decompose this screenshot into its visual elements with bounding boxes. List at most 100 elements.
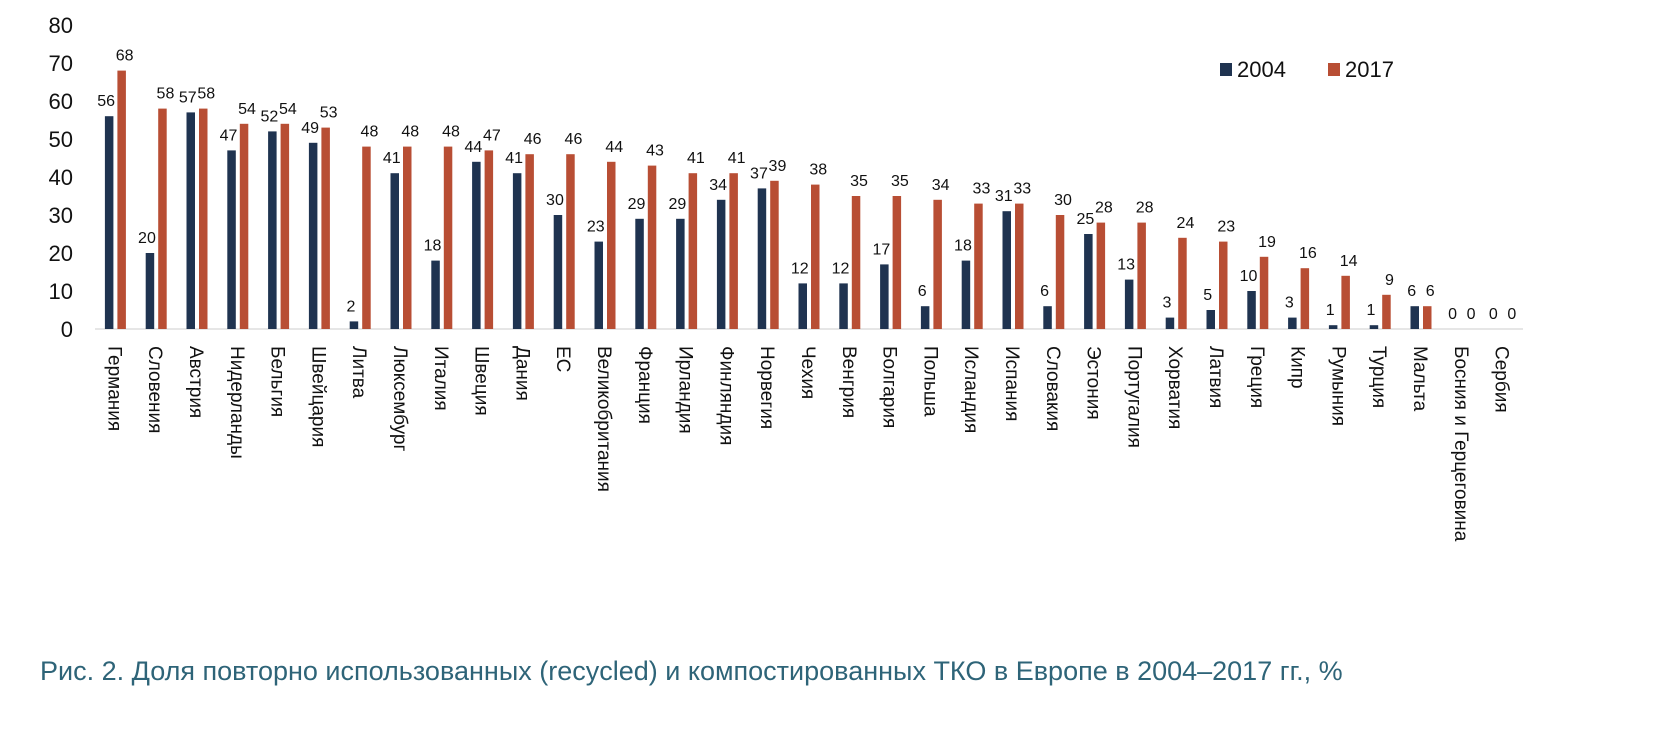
category-label: Бельгия <box>267 346 288 417</box>
data-label-2004: 41 <box>505 150 523 167</box>
data-label-2004: 6 <box>1040 283 1049 300</box>
category-label: Франция <box>634 346 655 424</box>
bar-2017 <box>1300 268 1310 329</box>
category-label: Дания <box>511 346 532 401</box>
category-label: Португалия <box>1123 346 1144 448</box>
y-tick-label: 0 <box>61 317 73 342</box>
category-label: Венгрия <box>838 346 859 418</box>
bar-2017 <box>403 146 412 329</box>
data-label-2017: 28 <box>1095 200 1113 217</box>
y-tick-label: 40 <box>49 165 73 190</box>
data-label-2017: 23 <box>1217 219 1235 236</box>
bar-2017 <box>362 146 371 329</box>
legend-swatch-2004 <box>1220 63 1232 76</box>
bar-2004 <box>104 116 114 329</box>
bar-2017 <box>933 199 942 329</box>
category-labels: Германия Словения Австрия Нидерланды Бельгия… <box>103 346 1511 542</box>
data-label-2004: 1 <box>1366 302 1375 319</box>
data-label-2017: 0 <box>1507 306 1516 323</box>
category-label: Германия <box>103 346 124 431</box>
bar-2017 <box>770 180 779 329</box>
bar-2004 <box>349 321 359 329</box>
bar-2017 <box>1341 275 1350 329</box>
bar-2017 <box>688 173 698 329</box>
bar-2017 <box>892 196 902 329</box>
category-label: Греция <box>1246 346 1267 408</box>
bar-2004 <box>1328 325 1338 329</box>
data-label-2017: 54 <box>238 101 256 118</box>
category-label: Босния и Герцеговина <box>1450 346 1471 542</box>
category-label: Болгария <box>879 346 900 428</box>
bar-2004 <box>920 306 930 329</box>
bar-2004 <box>1002 211 1011 329</box>
data-label-2004: 31 <box>995 188 1013 205</box>
category-label: Литва <box>348 346 369 399</box>
y-tick-label: 60 <box>49 89 73 114</box>
bar-2004 <box>227 150 236 329</box>
data-label-2004: 52 <box>260 108 278 125</box>
y-tick-label: 30 <box>49 203 73 228</box>
category-label: Ирландия <box>675 346 696 434</box>
bar-2017 <box>566 154 575 329</box>
category-label: Нидерланды <box>226 346 247 459</box>
data-label-2017: 39 <box>769 158 787 175</box>
data-label-2017: 47 <box>483 127 501 144</box>
bar-2017 <box>607 161 616 329</box>
data-label-2017: 43 <box>646 143 664 160</box>
category-label: Эстония <box>1083 346 1104 420</box>
y-tick-label: 50 <box>49 127 73 152</box>
bar-2017 <box>1096 222 1106 329</box>
data-label-2017: 28 <box>1136 200 1154 217</box>
bar-2004 <box>1288 317 1297 329</box>
bar-2017 <box>1382 294 1391 329</box>
bar-2017 <box>729 173 738 329</box>
data-label-2004: 5 <box>1203 287 1212 304</box>
bar-2004 <box>880 264 889 329</box>
y-tick-label: 70 <box>49 51 73 76</box>
data-label-2004: 47 <box>220 127 238 144</box>
legend-label-2017: 2017 <box>1345 57 1394 82</box>
category-label: Сербия <box>1491 346 1512 413</box>
category-label: Испания <box>1001 346 1022 421</box>
bar-2017 <box>1219 241 1228 329</box>
data-label-2004: 0 <box>1489 306 1498 323</box>
bar-2004 <box>839 283 848 329</box>
bar-2004 <box>1206 310 1215 329</box>
category-label: Люксембург <box>389 346 410 451</box>
category-label: Великобритания <box>593 346 614 492</box>
data-label-2017: 30 <box>1054 192 1072 209</box>
category-label: ЕС <box>552 346 573 372</box>
bars <box>104 70 1432 330</box>
category-label: Исландия <box>960 346 981 433</box>
bar-2017 <box>239 123 249 329</box>
data-label-2017: 33 <box>973 181 991 198</box>
bar-2004 <box>1165 317 1175 329</box>
bar-2004 <box>512 173 522 329</box>
data-label-2004: 25 <box>1076 211 1094 228</box>
data-label-2017: 58 <box>197 86 215 103</box>
data-label-2017: 24 <box>1177 215 1195 232</box>
bar-2004 <box>961 260 971 329</box>
data-label-2017: 46 <box>524 131 542 148</box>
bar-2017 <box>647 165 657 329</box>
data-label-2004: 18 <box>424 238 442 255</box>
data-label-2004: 3 <box>1285 295 1294 312</box>
figure-caption: Рис. 2. Доля повторно использованных (re… <box>40 656 1343 686</box>
legend-swatch-2017 <box>1328 63 1340 76</box>
data-label-2004: 2 <box>346 298 355 315</box>
bar-2004 <box>1369 325 1379 329</box>
bar-2017 <box>1055 215 1065 329</box>
category-label: Румыния <box>1327 346 1348 426</box>
bar-2017 <box>525 154 534 329</box>
data-label-2004: 49 <box>301 120 319 137</box>
category-label: Австрия <box>185 346 206 418</box>
data-label-2004: 3 <box>1162 295 1171 312</box>
category-label: Италия <box>430 346 451 411</box>
bar-2017 <box>1423 306 1432 329</box>
y-tick-label: 20 <box>49 241 73 266</box>
data-label-2004: 57 <box>179 89 197 106</box>
category-label: Латвия <box>1205 346 1226 408</box>
category-label: Словения <box>144 346 165 433</box>
bar-2017 <box>280 123 290 329</box>
